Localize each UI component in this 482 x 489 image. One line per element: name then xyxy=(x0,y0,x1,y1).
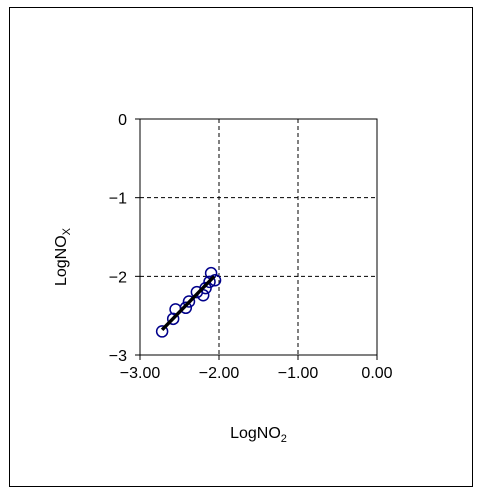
x-tick-label: −2.00 xyxy=(199,365,240,382)
x-tick-label: 0.00 xyxy=(361,365,392,382)
x-tick-label: −3.00 xyxy=(120,365,161,382)
y-tick-label: −3 xyxy=(109,348,127,365)
x-tick-label: −1.00 xyxy=(278,365,319,382)
y-tick-label: −1 xyxy=(109,191,127,208)
chart-frame: −3.00 −2.00 −1.00 0.00 0 −1 −2 −3 LogNO2 LogNOX xyxy=(9,7,473,487)
plot-area-border xyxy=(140,119,377,355)
scatter-chart: −3.00 −2.00 −1.00 0.00 0 −1 −2 −3 LogNO2 LogNOX xyxy=(10,8,474,488)
y-tick-label: 0 xyxy=(118,112,127,129)
trend-line xyxy=(162,276,214,329)
y-axis-title: LogNOX xyxy=(53,227,73,286)
y-tick-label: −2 xyxy=(109,269,127,286)
x-axis-title: LogNO2 xyxy=(230,425,287,445)
